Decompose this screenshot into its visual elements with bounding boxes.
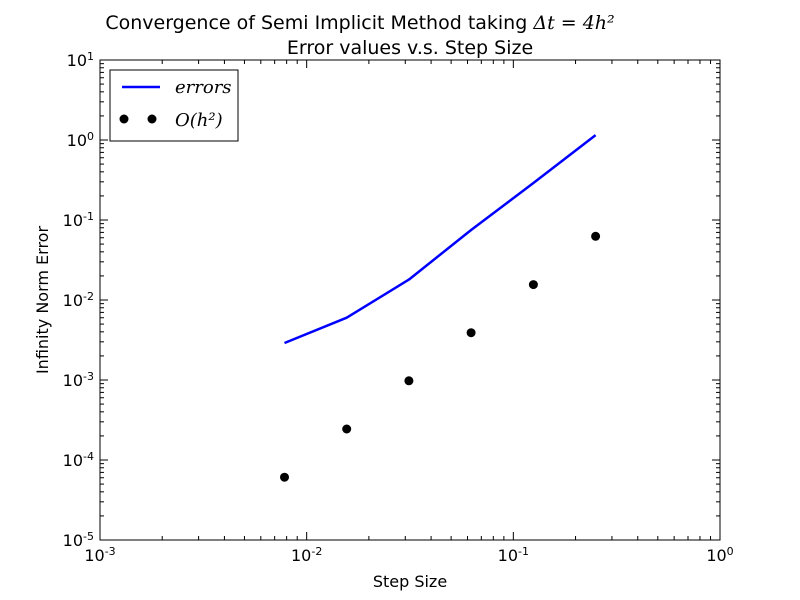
x-tick-label-1: 10-2 (291, 545, 322, 566)
axis-ticks: 10-3 10-2 10-1 100 10-5 10-4 10-3 10-2 10-1 100 10… (63, 50, 734, 566)
x-tick-label-3: 100 (706, 545, 733, 566)
legend-oh2-label: O(h²) (175, 110, 223, 131)
y-tick-label-2: 10-3 (63, 370, 94, 391)
series-oh2-point-4 (528, 280, 538, 290)
x-tick-label-2: 10-1 (498, 545, 529, 566)
legend-box (109, 69, 239, 142)
legend-errors-label: errors (175, 77, 232, 98)
legend-oh2-marker-2 (147, 114, 157, 124)
series-oh2-point-2 (404, 376, 414, 386)
legend-oh2-marker-1 (119, 114, 129, 124)
y-axis-label: Infinity Norm Error (33, 226, 52, 375)
series-oh2-point-3 (466, 328, 476, 338)
y-tick-label-6: 101 (67, 50, 94, 71)
series-oh2-point-0 (280, 472, 289, 482)
x-tick-label-0: 10-3 (84, 545, 115, 566)
y-tick-label-3: 10-2 (63, 290, 94, 311)
y-tick-label-5: 100 (67, 130, 94, 151)
chart-title-line2: Error values v.s. Step Size (287, 37, 533, 59)
x-axis-label: Step Size (373, 572, 447, 591)
chart-title-line1: Convergence of Semi Implicit Method taki… (105, 12, 614, 34)
series-oh2-point-1 (342, 424, 352, 434)
series-errors-line (284, 134, 597, 345)
series-oh2-point-5 (591, 231, 601, 241)
legend: errors O(h²) (109, 69, 239, 142)
y-tick-label-4: 10-1 (63, 210, 94, 231)
y-tick-label-0: 10-5 (63, 530, 94, 551)
chart-marks (280, 134, 601, 482)
y-tick-label-1: 10-4 (63, 450, 94, 471)
